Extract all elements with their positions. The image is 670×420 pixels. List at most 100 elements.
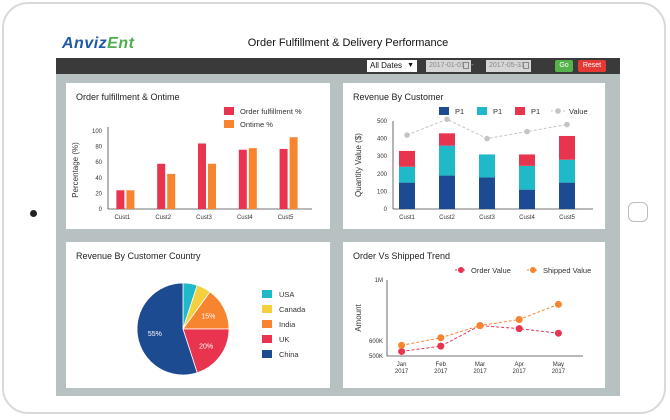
- legend-label: Shipped Value: [543, 266, 591, 275]
- bar-segment: [519, 165, 535, 190]
- bar: [157, 163, 166, 209]
- legend-swatch: [477, 107, 487, 115]
- y-tick-label: 100: [377, 189, 388, 195]
- top-bar: AnvizEnt Order Fulfillment & Delivery Pe…: [56, 30, 620, 58]
- legend-marker: [458, 267, 464, 273]
- panel-title: Order Vs Shipped Trend: [353, 251, 451, 261]
- bar: [279, 148, 288, 209]
- logo-main: Anviz: [62, 35, 108, 52]
- bar: [238, 149, 247, 209]
- legend-label: Order fulfillment %: [240, 107, 302, 116]
- bar: [208, 163, 216, 209]
- x-tick-label: Feb: [436, 362, 447, 368]
- x-tick-label: Cust5: [278, 215, 294, 221]
- y-tick-label: 40: [95, 176, 102, 182]
- series-line: [401, 325, 559, 352]
- y-tick-label: 400: [377, 137, 388, 143]
- start-date-input[interactable]: 2017-01-01: [426, 60, 471, 72]
- legend-label: Canada: [279, 305, 306, 314]
- panel-revenue-by-customer: Revenue By Customer 0 100 200 300 400 500 Quan…: [343, 83, 605, 229]
- legend-label: USA: [279, 290, 294, 299]
- bar: [289, 137, 298, 209]
- y-tick-label: 100: [92, 129, 103, 135]
- y-axis-label: Amount: [354, 303, 363, 331]
- value-point: [404, 132, 410, 138]
- legend-swatch: [262, 335, 272, 343]
- bar-segment: [559, 182, 575, 209]
- bar: [116, 190, 125, 209]
- go-button[interactable]: Go: [555, 60, 573, 72]
- bar: [198, 143, 206, 209]
- y-tick-label: 500: [377, 119, 388, 125]
- order-shipped-chart: 500K600K1MAmountJan2017Feb2017Mar2017Apr…: [354, 266, 591, 375]
- y-tick-label: 0: [384, 207, 388, 213]
- bar: [248, 148, 257, 209]
- x-tick-label: Cust3: [196, 215, 212, 221]
- camera-dot: [30, 210, 37, 217]
- x-tick-label: Apr: [515, 362, 524, 368]
- x-tick-label: Cust5: [559, 215, 575, 221]
- legend-label: P1: [531, 107, 540, 116]
- panel-order-vs-shipped: Order Vs Shipped Trend 500K 600K 1M Amount J…: [343, 242, 605, 388]
- bar-segment: [479, 154, 495, 178]
- bar-segment: [559, 135, 575, 160]
- bar-segment: [559, 159, 575, 183]
- bar-segment: [439, 175, 455, 209]
- y-axis-label: Quantity Value ($): [354, 133, 363, 197]
- pie-slice: [182, 328, 230, 374]
- legend-label: China: [279, 350, 299, 359]
- revenue-customer-chart: 0 100 200 300 400 500 Quantity Value ($) Cust1 C…: [354, 107, 593, 221]
- reset-button[interactable]: Reset: [578, 60, 606, 72]
- date-range-value: All Dates: [370, 61, 403, 70]
- legend-swatch: [262, 350, 272, 358]
- data-point: [476, 322, 484, 330]
- panel-title: Revenue By Customer Country: [76, 251, 201, 261]
- legend-marker: [530, 267, 536, 273]
- x-tick-label: Cust2: [439, 215, 455, 221]
- value-point: [524, 128, 530, 135]
- legend-label: Value: [569, 107, 588, 116]
- x-tick-label: Cust1: [399, 215, 415, 221]
- x-tick-year: 2017: [552, 369, 566, 375]
- date-separator: -: [471, 60, 474, 69]
- y-tick-label: 600K: [369, 339, 383, 345]
- legend-swatch: [262, 320, 272, 328]
- legend-swatch: [262, 290, 272, 298]
- data-point: [398, 341, 406, 349]
- value-point: [484, 135, 490, 142]
- date-range-select[interactable]: All Dates ▼: [367, 60, 417, 72]
- value-point: [564, 121, 570, 128]
- end-date-input[interactable]: 2017-05-31: [486, 60, 531, 72]
- legend-marker: [555, 108, 561, 114]
- home-button[interactable]: [628, 202, 648, 222]
- data-point: [515, 316, 523, 324]
- end-date-value: 2017-05-31: [489, 62, 525, 69]
- data-point: [398, 347, 406, 355]
- x-tick-label: Cust4: [519, 215, 535, 221]
- panel-revenue-by-country: Revenue By Customer Country 15% 20% 55% USA…: [66, 242, 330, 388]
- bar-segment: [399, 182, 415, 209]
- data-point: [554, 300, 562, 308]
- x-tick-label: May: [553, 362, 564, 368]
- legend-label: UK: [279, 335, 289, 344]
- logo-accent: Ent: [107, 35, 135, 52]
- panel-order-fulfillment: Order fulfillment & Ontime 0 20 40 60 80 100 P…: [66, 83, 330, 229]
- value-line: [406, 118, 568, 140]
- revenue-country-chart: 15% 20% 55% USA Canada India UK China: [136, 282, 306, 376]
- logo: AnvizEnt: [62, 35, 134, 53]
- bar-segment: [439, 133, 455, 146]
- filter-bar: All Dates ▼ 2017-01-01 - 2017-05-31 Go Re…: [56, 58, 620, 74]
- legend-label: P1: [455, 107, 464, 116]
- bar: [126, 190, 135, 209]
- value-point: [444, 116, 450, 123]
- x-tick-year: 2017: [473, 369, 487, 375]
- calendar-icon: [463, 62, 469, 69]
- legend-label: Order Value: [471, 266, 511, 275]
- data-point: [515, 325, 523, 333]
- panel-title: Revenue By Customer: [353, 92, 444, 102]
- y-tick-label: 80: [95, 145, 102, 151]
- legend-label: P1: [493, 107, 502, 116]
- legend-label: Ontime %: [240, 120, 273, 129]
- y-axis-label: Percentage (%): [71, 142, 80, 198]
- y-tick-label: 200: [377, 172, 388, 178]
